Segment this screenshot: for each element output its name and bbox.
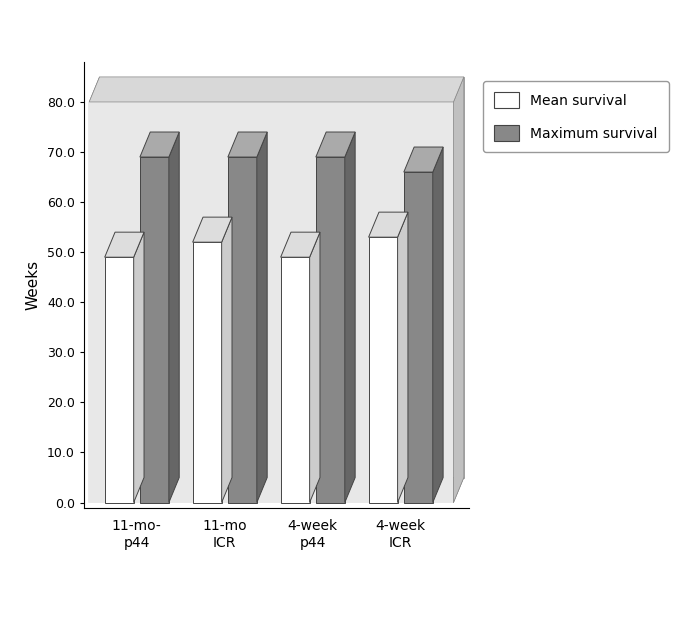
Polygon shape	[193, 217, 232, 242]
Polygon shape	[316, 132, 355, 157]
Bar	[193, 242, 222, 503]
Polygon shape	[228, 132, 267, 157]
Bar	[140, 157, 169, 503]
Polygon shape	[281, 232, 320, 258]
Bar	[105, 258, 134, 503]
Polygon shape	[89, 102, 454, 503]
Polygon shape	[140, 132, 179, 157]
Polygon shape	[169, 132, 179, 503]
Polygon shape	[105, 232, 144, 258]
Y-axis label: Weeks: Weeks	[25, 260, 40, 310]
Polygon shape	[398, 212, 408, 503]
Polygon shape	[257, 132, 267, 503]
Bar	[404, 172, 433, 503]
Bar	[281, 258, 309, 503]
Polygon shape	[134, 232, 144, 503]
Polygon shape	[454, 77, 464, 503]
Polygon shape	[404, 147, 443, 172]
Polygon shape	[89, 477, 464, 503]
Polygon shape	[369, 212, 408, 237]
Polygon shape	[89, 77, 99, 503]
Bar	[228, 157, 257, 503]
Legend: Mean survival, Maximum survival: Mean survival, Maximum survival	[483, 81, 668, 152]
Polygon shape	[89, 77, 464, 102]
Polygon shape	[99, 77, 464, 477]
Polygon shape	[309, 232, 320, 503]
Bar	[369, 237, 398, 503]
Bar	[316, 157, 345, 503]
Polygon shape	[345, 132, 355, 503]
Polygon shape	[433, 147, 443, 503]
Polygon shape	[222, 217, 232, 503]
